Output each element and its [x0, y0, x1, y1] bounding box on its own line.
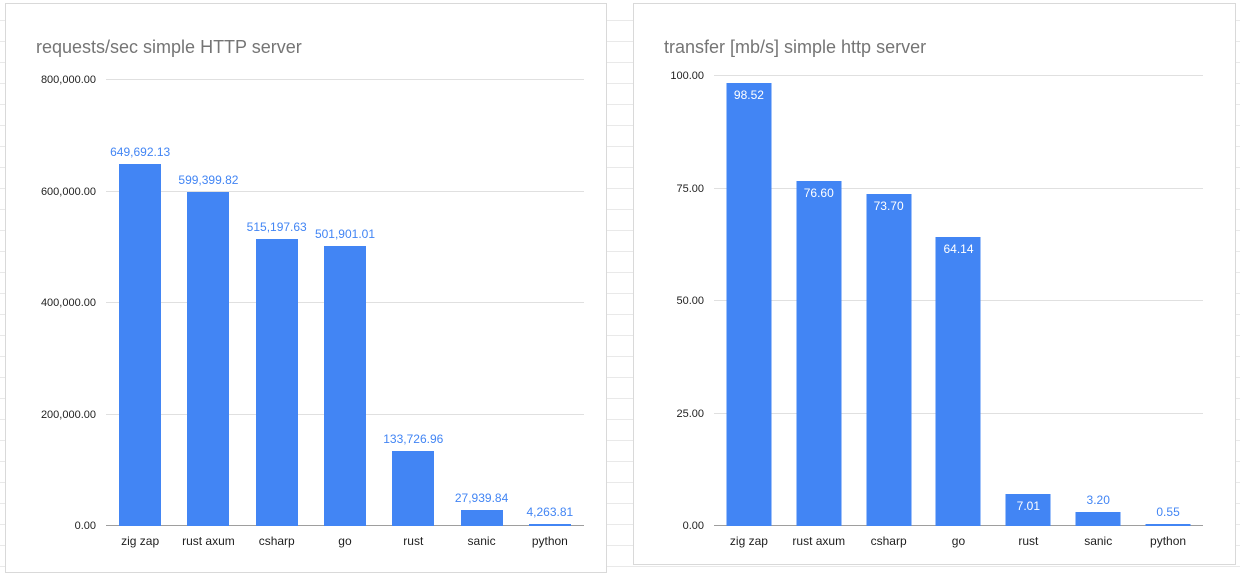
bar-value-label: 4,263.81	[526, 504, 574, 519]
bar-csharp	[866, 194, 912, 526]
bar-slot: 64.14 go	[924, 76, 994, 548]
y-gridline	[106, 79, 584, 80]
bar-slot: 98.52 zig zap	[714, 76, 784, 548]
bar-python	[1145, 523, 1191, 526]
bar-value-label: 0.55	[1156, 504, 1180, 519]
y-axis-tick-label: 50.00	[676, 295, 704, 307]
bar-value-label: 76.60	[803, 186, 834, 201]
x-axis-category-label: zig zap	[121, 534, 160, 548]
x-axis-category-label: rust axum	[792, 534, 846, 548]
bar-value-label: 27,939.84	[454, 491, 509, 506]
x-axis-category-label: python	[531, 534, 568, 548]
bar-value-label: 64.14	[943, 242, 974, 257]
x-axis-category-label: csharp	[870, 534, 907, 548]
x-axis-category-label: zig zap	[729, 534, 768, 548]
plot-area: 0.00 25.00 50.00 75.00 100.00 98.52 zig zap 76.…	[670, 70, 1203, 548]
bar-rust-axum	[187, 191, 230, 526]
bar-slot: 649,692.13 zig zap	[106, 80, 174, 548]
y-axis-tick-label: 0.00	[74, 520, 96, 532]
y-gridline	[106, 190, 584, 192]
y-axis-tick-label: 25.00	[676, 407, 704, 420]
y-gridline	[714, 187, 1203, 189]
chart-card-transfer-mbs[interactable]: transfer [mb/s] simple http server 0.00 2…	[633, 3, 1236, 565]
y-axis-tick-label: 800,000.00	[40, 74, 96, 86]
bar-slot: 4,263.81 python	[516, 80, 584, 548]
y-axis-tick-label: 200,000.00	[40, 408, 96, 421]
bar-rust-axum	[796, 181, 842, 526]
bar-value-label: 98.52	[733, 87, 764, 102]
y-axis-tick-label: 100.00	[670, 70, 704, 82]
chart-title: requests/sec simple HTTP server	[36, 37, 302, 57]
bar-go	[935, 237, 981, 526]
bar-value-label: 133,726.96	[383, 432, 444, 447]
bar-value-label: 3.20	[1086, 492, 1110, 507]
bar-go	[323, 246, 366, 526]
x-axis-category-label: sanic	[467, 534, 496, 548]
x-axis-category-label: rust axum	[182, 534, 235, 548]
y-gridline	[714, 75, 1203, 76]
y-axis-tick-label: 75.00	[676, 182, 704, 195]
x-axis-category-label: python	[1150, 534, 1187, 548]
plot-area: 0.00 200,000.00 400,000.00 600,000.00 800,00…	[41, 74, 584, 548]
bar-slot: 7.01 rust	[993, 76, 1063, 548]
x-axis-category-label: go	[338, 534, 352, 548]
bar-value-label: 599,399.82	[178, 172, 239, 187]
bar-csharp	[255, 238, 298, 526]
bar-value-label: 649,692.13	[110, 144, 171, 159]
bar-slot: 133,726.96 rust	[379, 80, 447, 548]
x-axis-category-label: go	[951, 534, 966, 548]
bar-zig-zap	[119, 163, 162, 526]
bar-value-label: 501,901.01	[314, 227, 376, 242]
x-axis-category-label: rust	[403, 534, 424, 548]
bar-slot: 599,399.82 rust axum	[174, 80, 242, 548]
bar-sanic	[460, 510, 503, 526]
bar-rust	[392, 451, 435, 526]
bar-python	[528, 523, 571, 526]
bar-slot: 27,939.84 sanic	[447, 80, 515, 548]
bar-slot: 73.70 csharp	[854, 76, 924, 548]
bar-slot: 0.55 python	[1133, 76, 1203, 548]
chart-title: transfer [mb/s] simple http server	[664, 37, 927, 57]
bar-slot: 515,197.63 csharp	[243, 80, 311, 548]
x-axis-category-label: sanic	[1084, 534, 1113, 548]
y-axis-tick-label: 400,000.00	[40, 297, 96, 309]
bar-value-label: 73.70	[873, 199, 904, 214]
x-axis-category-label: csharp	[258, 534, 295, 548]
bar-sanic	[1075, 511, 1121, 526]
bar-zig-zap	[726, 82, 772, 526]
chart-card-requests-per-sec[interactable]: requests/sec simple HTTP server 0.00 200,…	[5, 3, 607, 573]
bar-slot: 76.60 rust axum	[784, 76, 854, 548]
y-axis-tick-label: 0.00	[682, 520, 704, 532]
bar-rust	[1005, 494, 1051, 526]
bar-slot: 3.20 sanic	[1063, 76, 1133, 548]
x-axis-category-label: rust	[1018, 534, 1039, 548]
bar-value-label: 515,197.63	[246, 219, 307, 234]
bar-slot: 501,901.01 go	[311, 80, 379, 548]
bar-value-label: 7.01	[1016, 499, 1041, 514]
y-axis-tick-label: 600,000.00	[40, 185, 96, 198]
